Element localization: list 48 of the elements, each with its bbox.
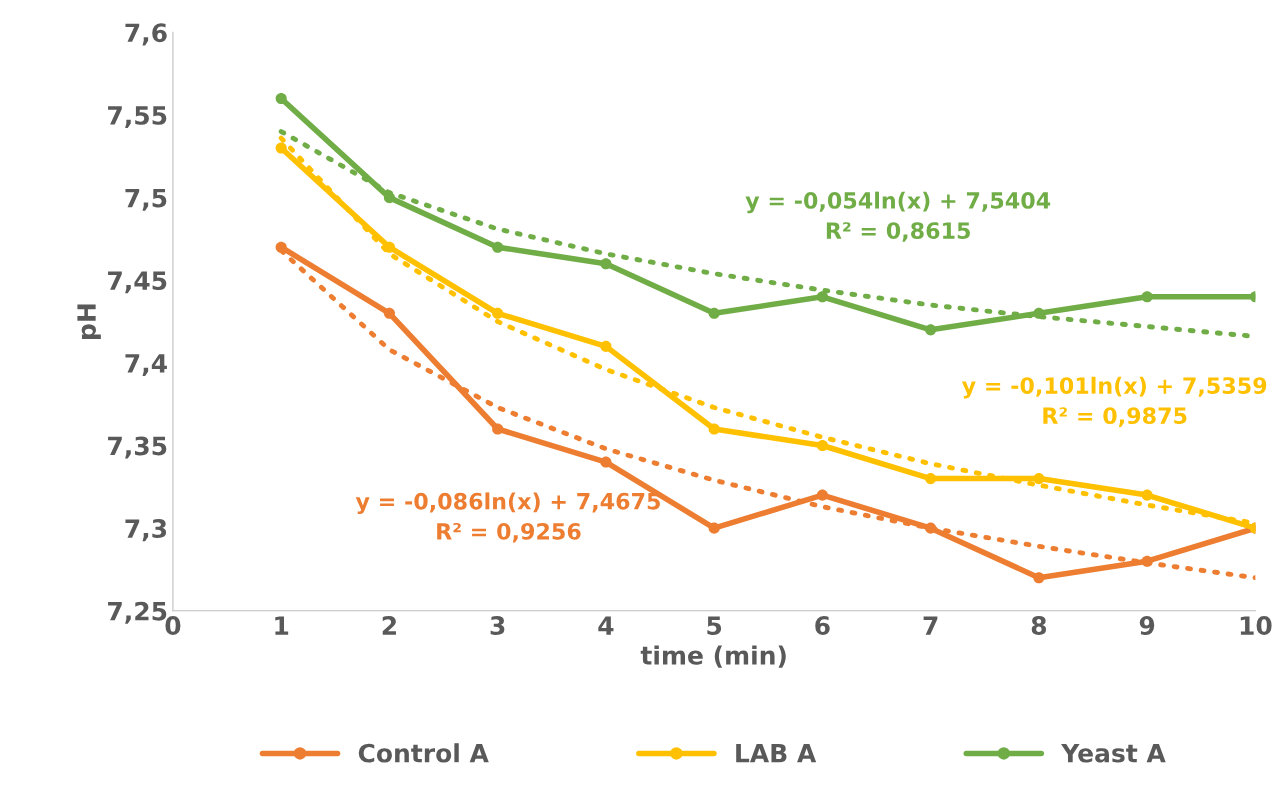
annotation: y = -0,101ln(x) + 7,5359 R² = 0,9875 [961,376,1267,427]
y-tick-label: 7,5 [125,188,167,211]
point [708,307,720,319]
point [708,522,720,534]
legend-label: Yeast A [1061,743,1166,763]
point [275,142,287,154]
point [600,456,612,468]
point [1033,572,1045,584]
point [708,423,720,435]
point [925,473,937,485]
point [492,241,504,253]
point [1141,291,1153,303]
annotation: y = -0,054ln(x) + 7,5404 R² = 0,8615 [745,191,1051,242]
y-tick-label: 7,4 [125,354,167,376]
point [492,423,504,435]
x-tick-label: 8 [1031,616,1047,636]
point [1141,489,1153,501]
x-tick-label: 2 [382,616,396,635]
x-tick-label: 9 [1139,616,1155,636]
legend-label: Control A [358,743,489,763]
x-tick-label: 3 [490,616,505,636]
point [925,324,937,336]
point [600,340,612,352]
x-tick-label: 0 [165,616,181,636]
x-tick-label: 10 [1240,616,1272,636]
point [600,258,612,270]
y-tick-label: 7,3 [125,519,167,542]
point [1033,473,1045,485]
x-tick-label: 7 [923,616,938,635]
x-tick-label: 6 [815,616,830,636]
annotation: y = -0,086ln(x) + 7,4675 R² = 0,9256 [355,492,660,543]
y-tick-label: 7,25 [108,601,167,624]
point [275,92,287,105]
y-tick-label: 7,35 [108,436,167,459]
x-tick-label: 1 [275,616,289,635]
point [816,489,828,501]
point [492,307,504,319]
y-axis-title: pH [77,304,101,339]
x-tick-label: 5 [707,616,722,636]
x-tick-label: 4 [598,616,614,635]
point [383,307,395,319]
y-tick-label: 7,6 [125,23,167,46]
point [816,439,828,452]
y-tick-label: 7,55 [108,106,167,129]
y-tick-label: 7,45 [108,271,167,294]
point [816,291,828,303]
x-axis-title: time (min) [640,645,786,668]
legend-label: LAB A [736,743,817,763]
